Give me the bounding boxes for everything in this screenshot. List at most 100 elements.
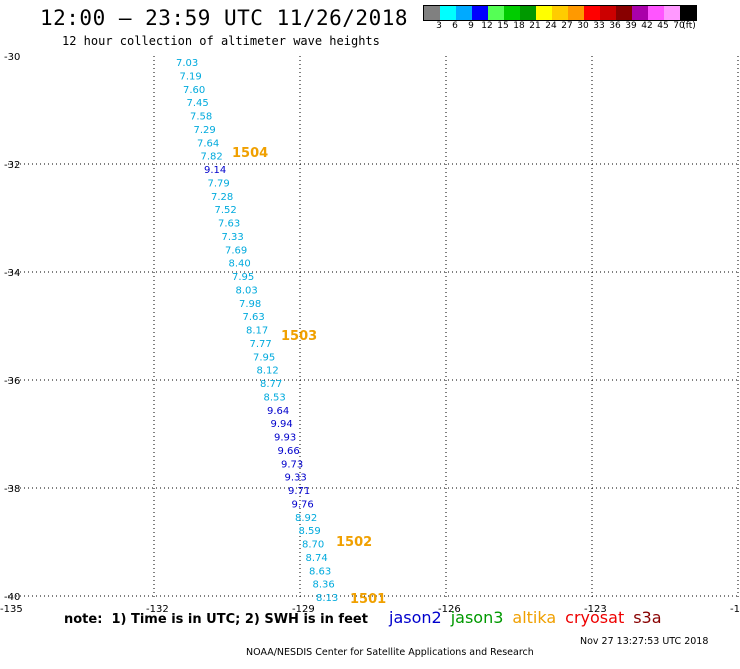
legend-swatch (648, 6, 664, 20)
wave-height-value: 7.45 (187, 98, 209, 109)
legend-label: 30 (577, 21, 589, 31)
map-title: 12:00 – 23:59 UTC 11/26/2018 (40, 6, 409, 30)
wave-height-value: 8.53 (264, 392, 286, 403)
latitude-label: -38 (4, 484, 20, 495)
wave-height-value: 7.95 (232, 272, 254, 283)
satellite-name: cryosat (565, 608, 625, 627)
wave-height-value: 7.03 (176, 58, 198, 69)
legend-label: 15 (497, 21, 509, 31)
legend-swatch (488, 6, 504, 20)
legend-swatch (440, 6, 456, 20)
legend-label: 33 (593, 21, 605, 31)
wave-height-value: 8.40 (229, 259, 251, 270)
wave-height-value: 8.59 (299, 526, 321, 537)
wave-height-value: 8.03 (236, 285, 258, 296)
longitude-label: -129 (292, 604, 315, 615)
pass-labels: 1504 1503 1502 1501 (232, 146, 386, 607)
satellite-legend: jason2 jason3 altika cryosat s3a (389, 608, 671, 627)
wave-height-value: 9.71 (288, 486, 310, 497)
wave-height-value: 9.14 (204, 165, 226, 176)
wave-height-value: 8.13 (316, 593, 338, 604)
wave-height-value: 7.29 (194, 125, 216, 136)
pass-number-label: 1502 (336, 535, 372, 550)
legend-label: 21 (529, 21, 541, 31)
satellite-name: jason2 (389, 608, 442, 627)
wave-height-value: 7.19 (180, 71, 202, 82)
axis-labels: -30 -32 -34 -36 -38 -40-135 -132 -129 -126 -123 -1… (0, 52, 740, 615)
legend-label: 42 (641, 21, 653, 31)
wave-height-value: 9.64 (267, 406, 289, 417)
wave-height-value: 9.66 (278, 446, 300, 457)
wave-height-value: 8.36 (313, 580, 335, 591)
legend-label: (ft) (682, 21, 696, 31)
wave-height-value: 7.79 (208, 178, 230, 189)
wave-height-value: 8.17 (246, 326, 268, 337)
legend-label: 70 (673, 21, 685, 31)
wave-height-value: 9.76 (292, 499, 314, 510)
wave-height-value: 7.52 (215, 205, 237, 216)
legend-label: 9 (468, 21, 474, 31)
wave-height-value: 9.33 (285, 473, 307, 484)
longitude-label: -132 (146, 604, 169, 615)
latitude-label: -30 (4, 52, 20, 63)
footer-credit: NOAA/NESDIS Center for Satellite Applica… (246, 647, 534, 658)
legend-label: 3 (436, 21, 442, 31)
legend-label: 39 (625, 21, 637, 31)
wave-height-value: 9.94 (271, 419, 293, 430)
wave-height-value: 8.70 (302, 540, 324, 551)
wave-height-value: 7.98 (239, 299, 261, 310)
legend-swatch (584, 6, 600, 20)
wave-height-value: 8.77 (260, 379, 282, 390)
satellite-name: jason3 (450, 608, 504, 627)
wave-height-value: 8.74 (306, 553, 328, 564)
latitude-label: -40 (4, 592, 20, 603)
color-legend-bar (423, 5, 697, 21)
wave-height-value: 9.93 (274, 433, 296, 444)
wave-height-value: 8.92 (295, 513, 317, 524)
legend-swatch (552, 6, 568, 20)
longitude-label: -120 (730, 604, 740, 615)
longitude-label: -123 (584, 604, 607, 615)
wave-height-value: 7.64 (197, 138, 219, 149)
legend-swatch (520, 6, 536, 20)
legend-swatch (456, 6, 472, 20)
legend-label: 12 (481, 21, 493, 31)
longitude-label: -126 (438, 604, 461, 615)
legend-swatch (568, 6, 584, 20)
altimeter-map: -30 -32 -34 -36 -38 -40-135 -132 -129 -126 -123 -1… (0, 52, 740, 615)
latitude-label: -32 (4, 160, 20, 171)
wave-height-value: 7.77 (250, 339, 272, 350)
wave-height-value: 7.82 (201, 152, 223, 163)
legend-swatch (600, 6, 616, 20)
map-grid (8, 56, 740, 598)
satellite-name: s3a (633, 608, 662, 627)
legend-label: 27 (561, 21, 573, 31)
wave-height-value: 8.63 (309, 566, 331, 577)
legend-label: 45 (657, 21, 669, 31)
legend-label: 18 (513, 21, 525, 31)
legend-swatch (616, 6, 632, 20)
map-subtitle: 12 hour collection of altimeter wave hei… (62, 34, 380, 48)
latitude-label: -36 (4, 376, 20, 387)
legend-swatch (504, 6, 520, 20)
wave-height-value: 7.33 (222, 232, 244, 243)
wave-height-value: 7.60 (183, 85, 205, 96)
longitude-label: -135 (0, 604, 23, 615)
footer-timestamp: Nov 27 13:27:53 UTC 2018 (580, 636, 709, 647)
wave-height-value: 7.63 (243, 312, 265, 323)
legend-label: 6 (452, 21, 458, 31)
wave-height-value: 9.73 (281, 459, 303, 470)
wave-height-value: 7.28 (211, 192, 233, 203)
legend-label: 24 (545, 21, 557, 31)
wave-height-value: 7.58 (190, 112, 212, 123)
pass-number-label: 1503 (281, 329, 317, 344)
pass-number-label: 1504 (232, 146, 268, 161)
pass-number-label: 1501 (350, 592, 386, 607)
wave-height-value: 7.69 (225, 245, 247, 256)
legend-swatch (536, 6, 552, 20)
footnote: note: 1) Time is in UTC; 2) SWH is in fe… (64, 612, 368, 627)
legend-swatch (680, 6, 696, 20)
wave-height-observations: 7.03 7.19 7.60 7.45 7.58 7.29 7.64 7.82 9.14 7.79… (176, 58, 338, 604)
legend-label: 36 (609, 21, 621, 31)
legend-swatch (472, 6, 488, 20)
